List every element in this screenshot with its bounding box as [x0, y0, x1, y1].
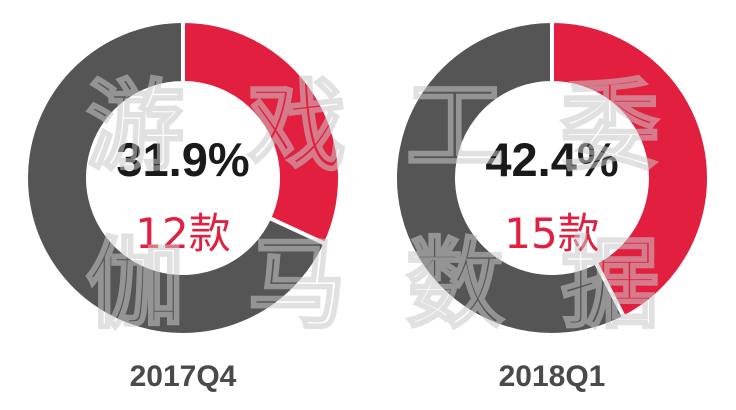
watermark-char: 马 — [248, 228, 346, 342]
watermark-char: 游 — [86, 70, 184, 184]
period-label: 2018Q1 — [499, 360, 606, 393]
period-label: 2017Q4 — [130, 360, 237, 393]
center-count: 15款 — [504, 209, 599, 258]
watermark-char: 戏 — [248, 70, 346, 184]
donut-slice-highlight — [550, 18, 711, 321]
watermark-char: 工 — [406, 70, 504, 184]
watermark-char: 据 — [561, 228, 659, 342]
center-percentage: 42.4% — [485, 133, 618, 186]
center-percentage: 31.9% — [116, 133, 249, 186]
watermark-char: 委 — [561, 70, 659, 184]
donut-chart-2018q1: 42.4% 15款 2018Q1 — [393, 18, 711, 393]
donut-slice-rest — [393, 18, 627, 337]
watermark-char: 伽 — [86, 228, 184, 342]
donut-slice-highlight — [181, 18, 342, 247]
watermark-char: 数 — [406, 228, 504, 342]
watermark: 游戏工委伽马数据 — [85, 69, 661, 344]
center-count: 12款 — [135, 209, 230, 258]
donut-slice-rest — [24, 18, 329, 337]
donut-chart-2017q4: 31.9% 12款 2017Q4 — [24, 18, 342, 393]
